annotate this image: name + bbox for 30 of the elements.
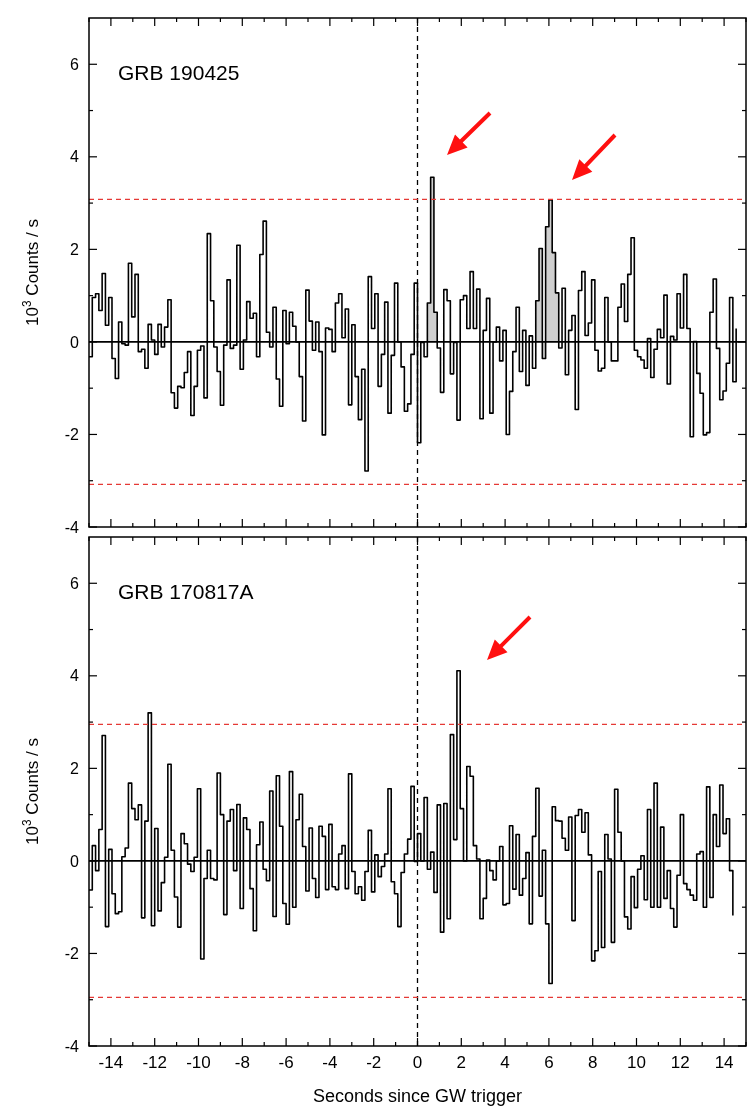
text: GRB 170817A xyxy=(118,580,254,603)
x-tick-label: -2 xyxy=(366,1053,382,1072)
y-tick-label: -4 xyxy=(64,518,80,536)
y-tick-label: 6 xyxy=(70,55,80,73)
text: GRB 190425 xyxy=(118,61,240,84)
x-tick-label: 2 xyxy=(456,1053,467,1072)
x-tick-label: 0 xyxy=(412,1053,423,1072)
x-axis-title: Seconds since GW trigger xyxy=(312,1086,523,1106)
x-tick-label: -10 xyxy=(186,1053,211,1072)
x-tick-label: -8 xyxy=(234,1053,250,1072)
y-tick-label: -4 xyxy=(64,1037,80,1055)
x-tick-label: 10 xyxy=(627,1053,646,1072)
x-tick-label: 8 xyxy=(587,1053,598,1072)
y-tick-label: 4 xyxy=(70,148,80,166)
y-tick-label: 0 xyxy=(70,852,80,870)
x-tick-label: 4 xyxy=(500,1053,510,1072)
y-tick-label: -2 xyxy=(64,426,80,444)
y-tick-label: 0 xyxy=(70,333,80,351)
x-tick-label: 12 xyxy=(670,1053,690,1072)
x-tick-label: 14 xyxy=(714,1053,734,1072)
y-tick-label: 2 xyxy=(70,240,80,258)
x-tick-label: 6 xyxy=(544,1053,554,1072)
x-tick-label: -6 xyxy=(278,1053,294,1072)
y-tick-label: 4 xyxy=(70,667,80,685)
y-tick-label: 6 xyxy=(70,574,80,592)
x-tick-label: -14 xyxy=(98,1053,124,1072)
x-tick-label: -4 xyxy=(322,1053,338,1072)
y-tick-label: -2 xyxy=(64,945,80,963)
y-tick-label: 2 xyxy=(70,759,80,777)
x-tick-label: -12 xyxy=(142,1053,167,1072)
